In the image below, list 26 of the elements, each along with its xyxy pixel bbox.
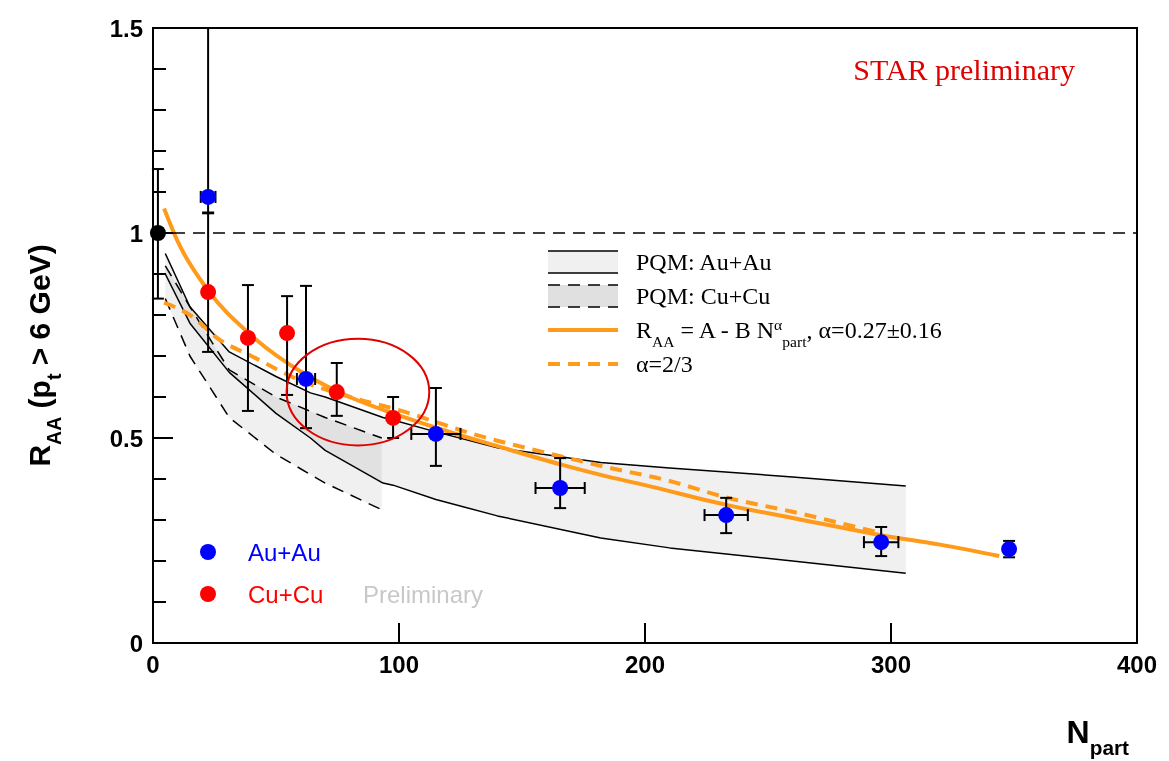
x-tick-label: 400 bbox=[1116, 651, 1158, 678]
legend-label: R$_{AA}$ = A - B N$^{α}$$_{part}$, α=0.27±0.16 bbox=[636, 315, 942, 350]
x-tick-label: 100 bbox=[378, 651, 420, 678]
point bbox=[385, 409, 402, 426]
point bbox=[873, 534, 890, 551]
point bbox=[239, 329, 256, 346]
y-tick-label: 1.5 bbox=[109, 15, 143, 42]
annotation: STAR preliminary bbox=[853, 53, 1075, 86]
x-tick-label: 200 bbox=[624, 651, 666, 678]
point bbox=[200, 284, 217, 301]
y-tick-label: 0.5 bbox=[109, 425, 143, 452]
x-tick-label: 0 bbox=[146, 651, 160, 678]
point bbox=[279, 325, 296, 342]
x-tick-label: 300 bbox=[870, 651, 912, 678]
legend-label: PQM: Cu+Cu bbox=[636, 283, 771, 309]
legend-label: PQM: Au+Au bbox=[636, 249, 772, 275]
point bbox=[427, 425, 444, 442]
point bbox=[328, 384, 345, 401]
legend-label: α=2/3 bbox=[636, 351, 693, 377]
legend-label: Au+Au bbox=[248, 539, 321, 566]
x-axis-title: N$_{part}$ bbox=[1066, 714, 1130, 759]
y-tick-label: 0 bbox=[129, 630, 143, 657]
point bbox=[718, 507, 735, 524]
point bbox=[552, 480, 569, 497]
legend-label: Cu+Cu bbox=[248, 581, 324, 608]
y-tick-label: 1 bbox=[129, 220, 143, 247]
